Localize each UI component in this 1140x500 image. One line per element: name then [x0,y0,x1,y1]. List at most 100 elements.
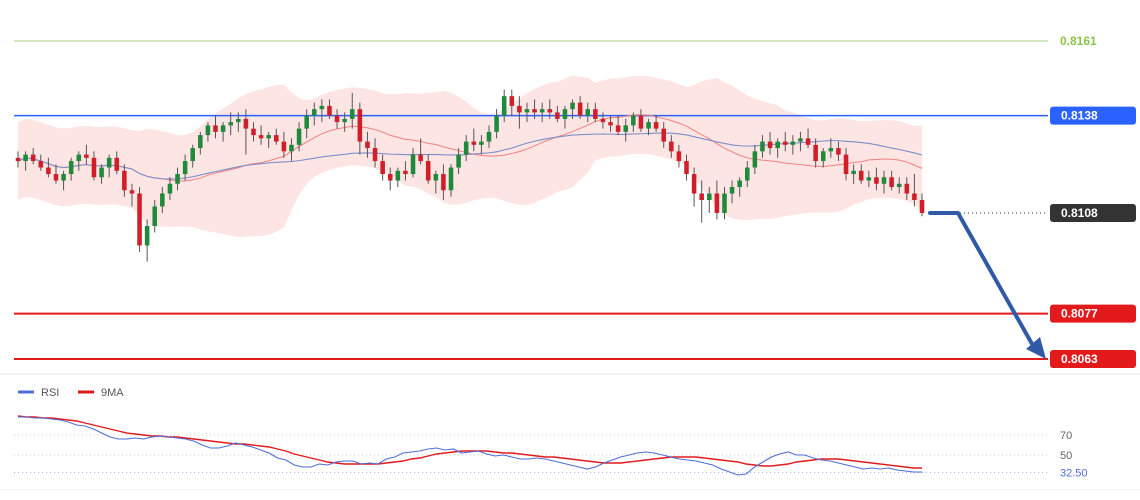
candle-body [828,148,834,152]
candle-body [228,122,233,126]
candle-body [646,122,651,129]
candle [15,151,21,168]
candle [213,115,218,139]
candle-body [851,170,856,175]
candle [106,154,112,178]
candle-body [372,148,378,162]
candle-body [479,141,484,145]
candle [319,99,325,123]
candle [828,138,834,158]
candle-body [30,154,36,162]
candle [760,135,765,158]
candle [570,99,575,119]
candle-body [91,157,97,178]
candle [577,96,583,119]
candle-body [23,154,28,162]
candle-body [699,193,704,200]
candle [501,89,507,123]
candle-body [84,154,89,158]
candle-body [858,170,864,181]
candle [190,144,196,168]
candle [433,170,439,194]
candle-body [53,174,59,181]
candle-body [684,161,689,175]
candle-body [676,151,682,162]
candle-body [137,193,142,246]
candle [99,164,104,184]
candle [722,187,727,220]
candle [790,135,796,155]
candle-body [129,190,135,194]
candle-body [517,105,522,113]
support-badge-4 [1050,350,1136,368]
candle [820,148,826,168]
candle-body [790,141,796,145]
candle [167,177,173,200]
candle-body [61,174,66,181]
support-badge-3 [1050,304,1136,323]
candle [372,138,378,168]
candle-body [904,183,910,194]
candle-body [661,128,666,142]
candle-body [410,154,416,175]
candle-body [494,115,499,132]
candle [896,177,902,194]
candle-body [813,144,818,162]
candle-body [395,170,401,181]
candle-body [767,141,773,149]
candle-body [691,174,697,194]
candle [919,193,925,217]
candle-body [258,135,264,139]
candle-body [106,157,112,168]
current-price-label: 0.8108 [1061,206,1098,220]
candle-body [76,154,82,162]
candle-body [501,96,507,116]
candle-body [631,115,636,126]
candle-body [365,141,370,149]
candle [585,102,591,123]
candle [274,128,279,145]
candle-body [274,135,279,142]
candle [494,109,499,139]
candle [327,99,332,119]
candle-body [836,148,841,155]
candle-body [707,193,712,200]
candle [805,128,811,149]
candle [767,131,773,155]
candle-body [213,125,218,132]
candle-body [896,183,902,188]
candle [198,131,203,155]
candle [403,161,408,181]
candle [684,154,689,181]
candle [509,89,515,116]
candle-body [600,118,606,123]
candle [365,131,370,158]
rsi-level-label: 70 [1060,430,1072,442]
candle-body [403,170,408,175]
candle [160,187,165,213]
candle [707,187,712,213]
candle-body [509,96,515,106]
candle-body [441,174,446,191]
candle [836,141,841,162]
candle-body [471,141,477,145]
candle-body [608,122,613,126]
candle-body [744,167,750,181]
candle [456,148,461,175]
candle [129,183,135,207]
candle [646,118,651,136]
candle [296,122,302,152]
candle-body [752,151,758,168]
candle [342,112,347,132]
candle-body [820,151,826,162]
candle [631,112,636,132]
candle-body [539,109,545,113]
candle [858,164,864,184]
candle-body [122,170,127,191]
candle [486,125,492,149]
candle [593,102,598,123]
candle [547,99,553,119]
candle-body [68,161,74,175]
candle [425,154,431,184]
candle [843,148,849,181]
